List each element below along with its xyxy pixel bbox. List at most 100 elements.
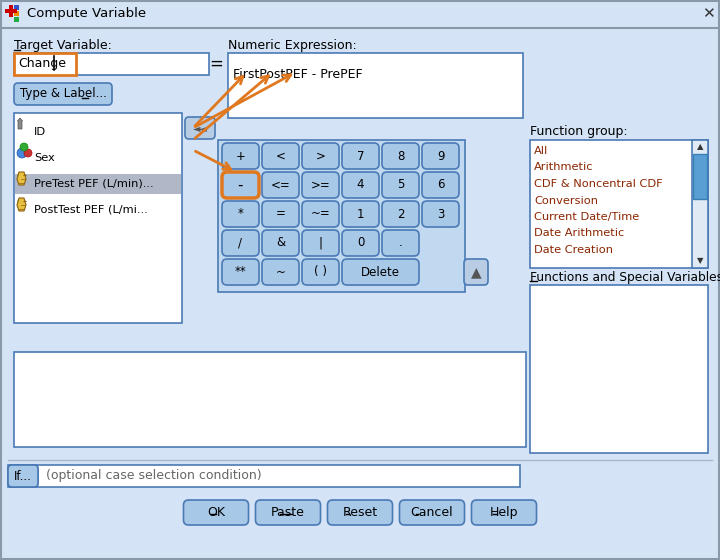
Text: Help: Help	[490, 506, 518, 519]
Text: *: *	[238, 208, 243, 221]
FancyBboxPatch shape	[262, 172, 299, 198]
FancyBboxPatch shape	[342, 201, 379, 227]
Text: Reset: Reset	[343, 506, 377, 519]
FancyBboxPatch shape	[256, 500, 320, 525]
Text: .: .	[399, 236, 402, 250]
Text: Conversion: Conversion	[534, 195, 598, 206]
Text: Change: Change	[18, 58, 66, 71]
Text: +: +	[235, 150, 246, 162]
Text: Type & Label...: Type & Label...	[19, 87, 107, 100]
Bar	[692, 140, 708, 268]
FancyBboxPatch shape	[382, 172, 419, 198]
FancyBboxPatch shape	[382, 143, 419, 169]
Bar	[530, 285, 708, 453]
Bar	[14, 17, 19, 22]
Text: Delete: Delete	[361, 265, 400, 278]
Text: ID: ID	[34, 127, 46, 137]
Text: Numeric Expression:: Numeric Expression:	[228, 40, 356, 53]
FancyBboxPatch shape	[342, 230, 379, 256]
FancyBboxPatch shape	[422, 201, 459, 227]
FancyArrow shape	[17, 118, 22, 129]
FancyBboxPatch shape	[262, 259, 299, 285]
Bar	[693, 154, 707, 199]
Text: ▲: ▲	[697, 142, 703, 152]
Text: (optional case selection condition): (optional case selection condition)	[46, 469, 261, 483]
Text: PostTest PEF (L/mi...: PostTest PEF (L/mi...	[34, 205, 148, 215]
Bar	[228, 53, 523, 118]
Bar	[1, 1, 719, 29]
Text: >=: >=	[310, 179, 330, 192]
Circle shape	[17, 148, 27, 158]
Bar	[14, 53, 209, 75]
FancyBboxPatch shape	[400, 500, 464, 525]
Text: 2: 2	[397, 208, 404, 221]
Bar	[530, 140, 708, 268]
Text: 4: 4	[356, 179, 364, 192]
Bar	[14, 53, 76, 75]
FancyBboxPatch shape	[262, 201, 299, 227]
Bar	[14, 11, 19, 16]
Polygon shape	[18, 199, 25, 210]
Text: Sex: Sex	[34, 153, 55, 163]
Text: <: <	[276, 150, 285, 162]
Polygon shape	[17, 172, 26, 185]
Text: |: |	[318, 236, 323, 250]
Text: Current Date/Time: Current Date/Time	[534, 212, 639, 222]
Bar	[14, 5, 19, 10]
FancyBboxPatch shape	[8, 465, 38, 487]
Polygon shape	[17, 198, 26, 211]
Text: **: **	[235, 265, 246, 278]
Text: 8: 8	[397, 150, 404, 162]
FancyBboxPatch shape	[8, 465, 38, 487]
FancyBboxPatch shape	[302, 143, 339, 169]
Polygon shape	[18, 173, 25, 184]
Bar	[218, 140, 465, 292]
Text: 1: 1	[356, 208, 364, 221]
Text: Date Arithmetic: Date Arithmetic	[534, 228, 624, 239]
Text: All: All	[534, 146, 548, 156]
FancyBboxPatch shape	[302, 201, 339, 227]
Text: =: =	[209, 55, 223, 73]
Circle shape	[24, 149, 32, 157]
Text: <=: <=	[271, 179, 290, 192]
Text: ~: ~	[276, 265, 285, 278]
Text: FirstPostPEF - PrePEF: FirstPostPEF - PrePEF	[233, 68, 363, 82]
Text: 5: 5	[397, 179, 404, 192]
Text: >: >	[315, 150, 325, 162]
Circle shape	[20, 143, 28, 151]
Text: ▼: ▼	[697, 256, 703, 265]
Text: ◄◄: ◄◄	[192, 123, 207, 133]
Text: OK: OK	[207, 506, 225, 519]
FancyBboxPatch shape	[302, 259, 339, 285]
Text: ~=: ~=	[310, 208, 330, 221]
FancyBboxPatch shape	[222, 259, 259, 285]
Text: 9: 9	[437, 150, 444, 162]
Text: &: &	[276, 236, 285, 250]
Text: Date Creation: Date Creation	[534, 245, 613, 255]
Text: ✕: ✕	[701, 7, 714, 21]
FancyBboxPatch shape	[222, 172, 259, 198]
FancyBboxPatch shape	[472, 500, 536, 525]
Text: 0: 0	[357, 236, 364, 250]
FancyBboxPatch shape	[382, 201, 419, 227]
Text: If...: If...	[14, 469, 32, 483]
Text: -: -	[238, 178, 243, 193]
Text: Cancel: Cancel	[410, 506, 454, 519]
Text: /: /	[238, 236, 243, 250]
Bar	[14, 113, 182, 323]
Text: =: =	[276, 208, 285, 221]
Text: CDF & Noncentral CDF: CDF & Noncentral CDF	[534, 179, 662, 189]
FancyBboxPatch shape	[302, 230, 339, 256]
Text: 6: 6	[437, 179, 444, 192]
Text: Paste: Paste	[271, 506, 305, 519]
Text: 7: 7	[356, 150, 364, 162]
FancyBboxPatch shape	[382, 230, 419, 256]
Text: 3: 3	[437, 208, 444, 221]
FancyBboxPatch shape	[222, 143, 259, 169]
FancyBboxPatch shape	[422, 143, 459, 169]
FancyBboxPatch shape	[422, 172, 459, 198]
FancyBboxPatch shape	[328, 500, 392, 525]
Text: ( ): ( )	[314, 265, 327, 278]
Bar	[5, 9, 17, 13]
FancyBboxPatch shape	[262, 143, 299, 169]
